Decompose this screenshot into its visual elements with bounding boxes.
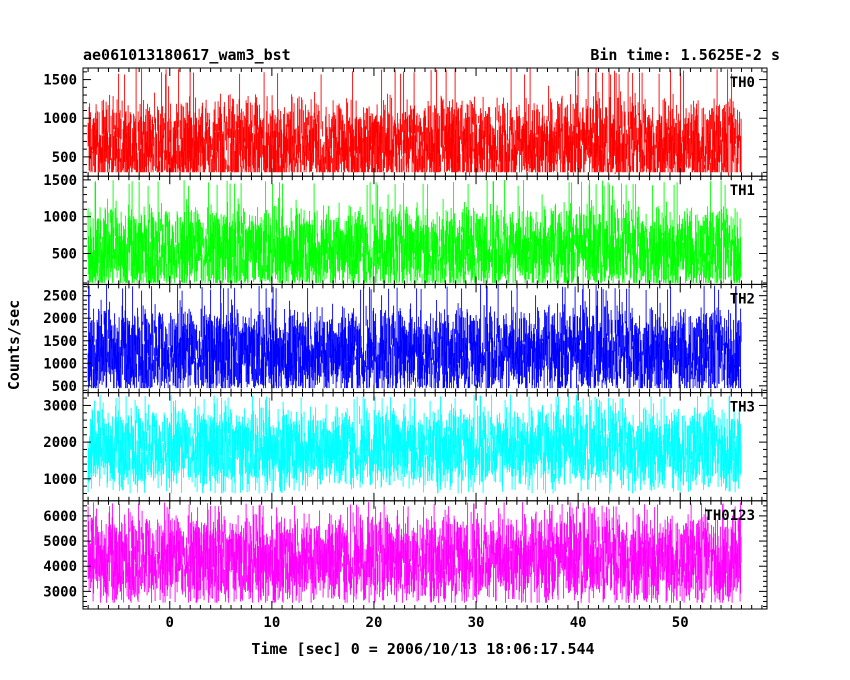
y-tick-label: 500 [52,246,77,262]
panel-label: TH0 [730,75,755,91]
y-tick-label: 1500 [43,73,77,89]
bin-time-label: Bin time: 1.5625E-2 s [590,46,780,64]
y-tick-label: 1000 [43,111,77,127]
y-tick-label: 1500 [43,173,77,189]
x-axis-label: Time [sec] 0 = 2006/10/13 18:06:17.544 [251,640,594,658]
y-tick-label: 500 [52,379,77,395]
x-tick-label: 30 [468,615,485,631]
panel-th3: 1000 2000 3000 TH3 [43,392,768,502]
panel-th0: 500 1000 1500 TH0 [43,67,768,177]
y-tick-label: 1000 [43,210,77,226]
panel-th2: 500 1000 1500 2000 2500 TH2 [43,283,768,395]
y-axis-label: Counts/sec [5,300,23,390]
series-th1 [87,180,742,283]
y-tick-label: 2000 [43,435,77,451]
y-tick-label: 3000 [43,398,77,414]
y-tick-label: 5000 [43,534,77,550]
y-tick-label: 3000 [43,584,77,600]
x-tick-label: 50 [672,615,689,631]
series-th3 [87,394,742,494]
x-tick-label: 20 [366,615,383,631]
y-tick-label: 1000 [43,356,77,372]
y-tick-label: 1500 [43,334,77,350]
series-th0123 [87,502,742,603]
panel-label: TH3 [730,400,755,416]
y-tick-label: 500 [52,150,77,166]
panel-label: TH1 [730,183,755,199]
series-th2 [87,284,742,389]
x-tick-label: 0 [166,615,174,631]
chart-title: ae061013180617_wam3_bst [83,46,291,64]
x-tick-label: 40 [570,615,587,631]
panel-label: TH0123 [704,508,755,524]
y-tick-label: 2000 [43,311,77,327]
x-tick-label: 10 [263,615,280,631]
y-tick-label: 1000 [43,472,77,488]
series-th0 [87,68,742,177]
y-tick-label: 2500 [43,289,77,305]
y-tick-label: 6000 [43,509,77,525]
y-tick-label: 4000 [43,559,77,575]
panel-th1: 500 1000 1500 TH1 [43,173,768,285]
panel-th0123: 3000 4000 5000 6000 TH0123 [43,500,768,610]
panel-label: TH2 [730,291,755,307]
